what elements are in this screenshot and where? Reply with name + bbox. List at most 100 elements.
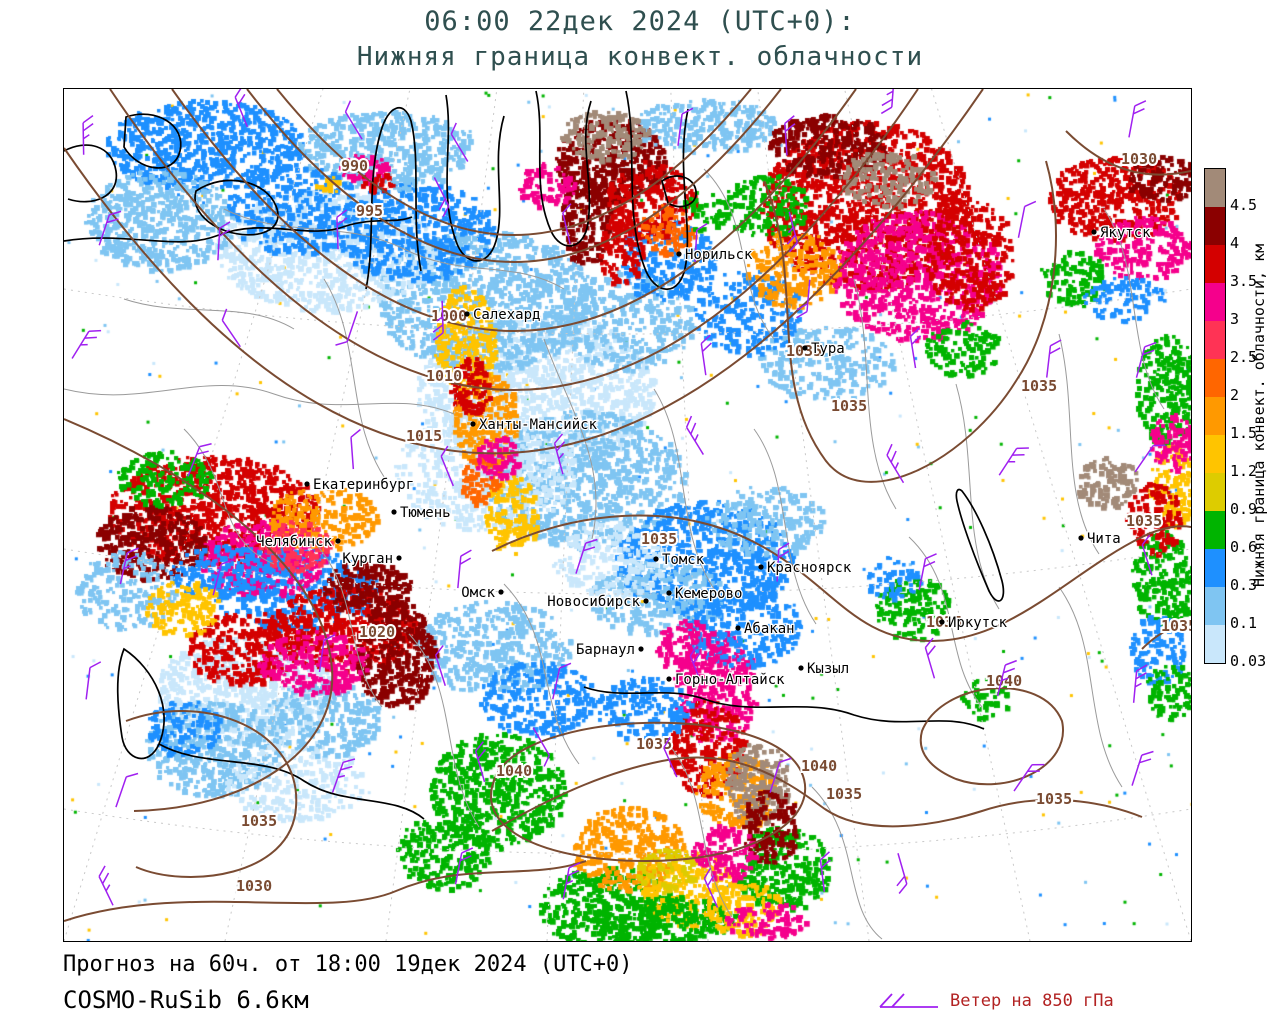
wind-barb (344, 100, 363, 140)
wind-barb-glyph (335, 311, 359, 346)
colorbar-band (1205, 283, 1225, 321)
city-dot (470, 421, 476, 427)
isobar-label: 1035 (1021, 377, 1057, 395)
wind-barb-glyph (71, 329, 102, 359)
wind-barb-glyph (694, 223, 708, 263)
isobar-label: 1040 (986, 672, 1022, 690)
wind-barb-glyph (1013, 763, 1045, 792)
wind-barb-glyph (663, 736, 678, 778)
coastline (64, 144, 118, 203)
wind-barb-glyph (1141, 534, 1153, 576)
wind-barb-glyph (703, 867, 719, 908)
wind-barb-glyph (119, 547, 139, 585)
wind-barb (71, 329, 102, 359)
coastline (445, 94, 505, 262)
colorbar-tick: 1.2 (1230, 462, 1258, 480)
wind-barb-glyph (553, 433, 566, 475)
city-label: Иркутск (948, 615, 1008, 631)
city-dot (653, 556, 659, 562)
city-label: Салехард (473, 307, 540, 323)
wind-barb (432, 300, 444, 341)
wind-barb (1141, 534, 1153, 576)
isobar-label: 1030 (1121, 150, 1157, 168)
admin-boundary (908, 536, 983, 708)
isobar-label: 1035 (831, 397, 867, 415)
wind-barb-glyph (562, 203, 572, 245)
colorbar-band (1205, 397, 1225, 435)
city-label: Кемерово (675, 586, 742, 602)
city-label: Томск (662, 552, 705, 568)
city-dot (1091, 229, 1097, 235)
wind-barb-glyph (552, 662, 572, 700)
colorbar-tick: 4 (1230, 234, 1240, 252)
wind-barb-glyph (1128, 100, 1147, 138)
wind-barb-glyph (336, 209, 348, 250)
city-dot (802, 345, 808, 351)
wind-barb (98, 865, 114, 906)
wind-barb (924, 637, 936, 679)
colorbar-band (1205, 169, 1225, 207)
model-name: COSMO-RuSib 6.6км (63, 986, 309, 1014)
wind-barb-glyph (1135, 341, 1157, 378)
wind-barb (685, 415, 705, 455)
wind-barb-glyph (212, 559, 233, 596)
city-dot (666, 676, 672, 682)
isobar-label: 1035 (786, 342, 822, 360)
wind-barb (434, 645, 446, 686)
wind-barb (234, 89, 249, 128)
isobar-label: 1040 (496, 762, 532, 780)
wind-barb-glyph (234, 89, 249, 128)
isobar-line (125, 710, 298, 878)
wind-barb-glyph (432, 300, 444, 341)
wind-barb (703, 867, 719, 908)
wind-barb-glyph (880, 89, 895, 115)
city-dot (1078, 535, 1084, 541)
wind-barb (784, 115, 796, 156)
coastline (955, 488, 1005, 602)
wind-barb (532, 727, 550, 767)
wind-barb (886, 443, 905, 484)
isobar-label: 1035 (826, 785, 862, 803)
wind-barb (880, 89, 895, 115)
coastline (625, 90, 689, 291)
wind-barb-glyph (998, 447, 1029, 476)
coastline (583, 686, 985, 730)
city-dot (498, 589, 504, 595)
admin-boundary (543, 338, 597, 540)
isobar-line (276, 89, 752, 236)
wind-barb-glyph (996, 659, 1017, 697)
admin-boundary (223, 208, 565, 290)
colorbar-tick: 0.9 (1230, 500, 1258, 518)
graticule-meridian (224, 89, 411, 941)
wind-legend: Ветер на 850 гПа (876, 990, 1114, 1012)
wind-barb-glyph (1132, 664, 1148, 703)
wind-barb-glyph (562, 862, 581, 900)
isobar-label: 990 (341, 157, 368, 175)
wind-barb (1045, 339, 1062, 378)
city-dot (391, 509, 397, 515)
wind-barb-glyph (1134, 444, 1166, 473)
wind-barb (187, 443, 212, 477)
coastline (64, 216, 413, 243)
graticule-meridian (931, 89, 1191, 941)
coastline (123, 113, 182, 169)
colorbar-tick: 0.03 (1230, 652, 1267, 670)
wind-barb-glyph (1131, 750, 1154, 786)
wind-barb (689, 645, 704, 686)
wind-barb-glyph (440, 445, 454, 487)
wind-barb (318, 634, 336, 673)
isobar-line (763, 160, 1057, 483)
wind-barb-glyph (85, 661, 102, 700)
colorbar-tick: 3.5 (1230, 272, 1258, 290)
colorbar-tick: 4.5 (1230, 196, 1258, 214)
wind-barb-glyph (1017, 200, 1037, 238)
isobar-line (109, 89, 919, 391)
graticule-parallel (64, 548, 1191, 595)
wind-barb (82, 115, 94, 155)
admin-boundary (753, 428, 817, 625)
city-label: Чита (1087, 531, 1121, 547)
coastline (661, 175, 697, 208)
city-label: Екатеринбург (313, 477, 414, 493)
admin-boundary (703, 168, 775, 340)
isobar-label: 1030 (236, 877, 272, 895)
